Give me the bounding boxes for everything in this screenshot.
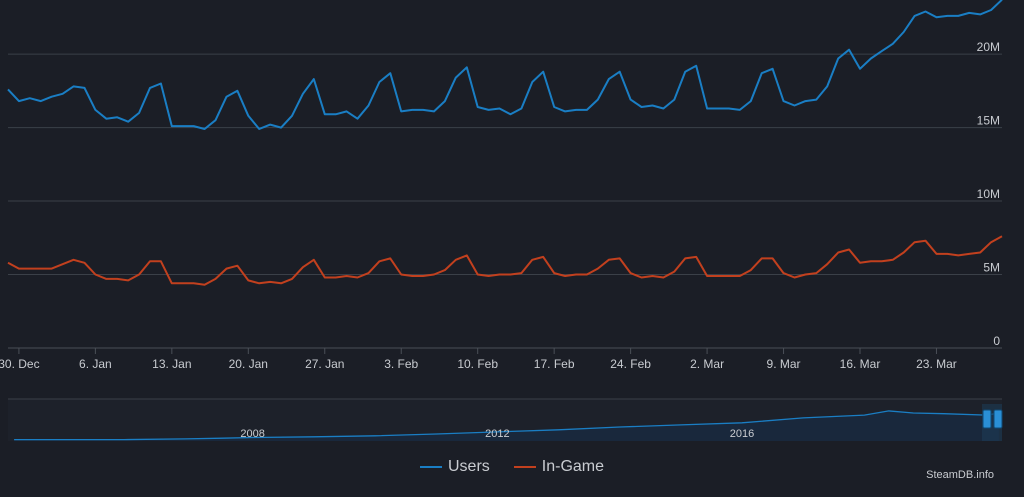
x-tick-label: 23. Mar [916,357,957,371]
x-tick-label: 16. Mar [840,357,881,371]
y-tick-label: 15M [977,114,1000,128]
legend-label-in-game: In-Game [541,458,605,475]
y-tick-label: 10M [977,187,1000,201]
navigator-year-label: 2012 [485,428,509,440]
legend-item-users[interactable]: Users [419,458,490,476]
navigator-right-handle[interactable] [993,409,1003,429]
legend: Users In-Game [0,458,1024,476]
x-tick-label: 3. Feb [384,357,418,371]
x-tick-label: 9. Mar [767,357,801,371]
credit-label: SteamDB.info [926,469,994,481]
x-axis: 30. Dec 6. Jan 13. Jan 20. Jan 27. Jan 3. Feb… [0,347,1002,371]
x-tick-label: 20. Jan [229,357,268,371]
y-tick-label: 0 [993,334,1000,348]
navigator[interactable]: 2008 2012 2016 [8,398,1003,441]
x-tick-label: 27. Jan [305,357,344,371]
navigator-line-users [14,410,1000,441]
x-tick-label: 10. Feb [457,357,498,371]
navigator-handles[interactable] [982,404,1003,441]
navigator-year-label: 2016 [730,428,754,440]
legend-label-users: Users [447,458,490,475]
x-tick-label: 6. Jan [79,357,112,371]
x-tick-label: 2. Mar [690,357,724,371]
y-tick-label: 20M [977,40,1000,54]
navigator-year-labels: 2008 2012 2016 [240,428,754,440]
x-tick-label: 30. Dec [0,357,40,371]
y-axis-labels: 0 5M 10M 15M 20M [977,40,1001,348]
legend-swatch-in-game [513,466,536,468]
y-tick-label: 5M [983,261,1000,275]
navigator-year-label: 2008 [240,428,264,440]
series-line-in-game[interactable] [7,235,1003,286]
series-line-users[interactable] [7,0,1003,130]
x-tick-label: 13. Jan [152,357,191,371]
x-tick-label: 24. Feb [610,357,651,371]
legend-item-in-game[interactable]: In-Game [513,458,605,476]
navigator-series [14,410,1000,441]
navigator-area [14,410,999,441]
navigator-left-handle[interactable] [982,409,992,429]
series-lines [7,0,1003,286]
legend-swatch-users [419,466,442,468]
x-tick-label: 17. Feb [534,357,575,371]
